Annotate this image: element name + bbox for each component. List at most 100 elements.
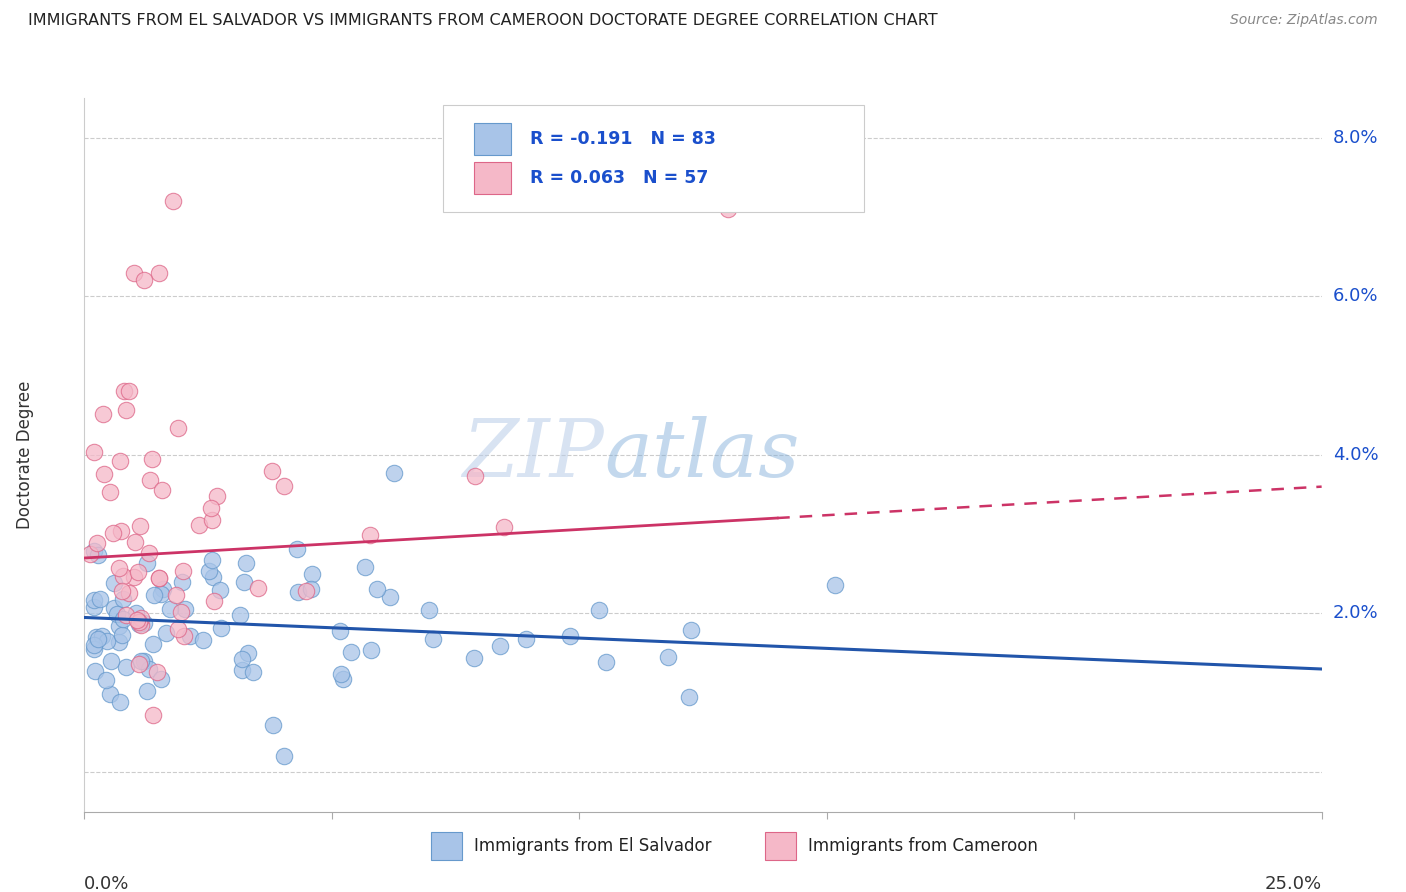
Point: [118, 384, 141, 399]
Point: [179, 629, 201, 643]
Text: 8.0%: 8.0%: [1333, 128, 1378, 147]
Point: [128, 657, 150, 672]
Point: [146, 665, 169, 679]
Point: [273, 748, 295, 763]
Point: [198, 565, 221, 579]
Point: [84, 630, 107, 644]
Point: [173, 630, 195, 644]
Point: [422, 632, 444, 646]
Text: 25.0%: 25.0%: [1264, 875, 1322, 892]
Point: [138, 546, 160, 560]
Point: [115, 608, 138, 623]
Point: [83, 642, 105, 657]
Point: [83, 664, 105, 678]
Text: ZIP: ZIP: [463, 417, 605, 493]
Point: [332, 672, 354, 686]
Point: [131, 617, 153, 632]
Text: Source: ZipAtlas.com: Source: ZipAtlas.com: [1230, 13, 1378, 28]
Point: [89, 592, 111, 607]
Point: [354, 559, 377, 574]
Point: [86, 632, 108, 647]
Point: [208, 583, 231, 598]
Point: [141, 637, 163, 651]
Point: [515, 632, 537, 646]
Point: [122, 570, 145, 584]
Point: [159, 601, 181, 615]
Bar: [765, 831, 796, 860]
Point: [273, 479, 295, 493]
Point: [681, 623, 703, 637]
Point: [83, 599, 105, 614]
Point: [209, 621, 232, 635]
Point: [132, 273, 155, 287]
Bar: [430, 831, 461, 860]
Point: [155, 626, 177, 640]
Point: [108, 618, 131, 632]
Point: [382, 467, 405, 481]
Point: [202, 594, 225, 608]
Point: [87, 548, 110, 562]
Point: [118, 586, 141, 600]
Text: atlas: atlas: [605, 417, 800, 493]
Point: [170, 605, 193, 619]
Point: [107, 561, 129, 575]
Point: [124, 535, 146, 549]
Point: [200, 552, 222, 566]
Point: [678, 690, 700, 704]
Point: [103, 601, 125, 615]
Point: [112, 384, 135, 399]
Point: [83, 593, 105, 607]
Bar: [474, 162, 512, 194]
Point: [717, 202, 740, 216]
Point: [103, 575, 125, 590]
Point: [162, 194, 184, 209]
Point: [301, 567, 323, 582]
Point: [136, 557, 159, 571]
Point: [463, 650, 485, 665]
Point: [100, 687, 122, 701]
Point: [167, 623, 190, 637]
Point: [287, 585, 309, 599]
Point: [238, 647, 260, 661]
Text: 6.0%: 6.0%: [1333, 287, 1378, 305]
Point: [148, 571, 170, 585]
Point: [231, 652, 253, 666]
Point: [128, 615, 150, 629]
Point: [329, 666, 352, 681]
Point: [138, 473, 160, 487]
Point: [824, 578, 846, 592]
Point: [202, 570, 225, 584]
Point: [173, 602, 195, 616]
Point: [148, 571, 170, 585]
Point: [339, 645, 361, 659]
Point: [122, 266, 145, 280]
Point: [260, 464, 283, 478]
Point: [93, 467, 115, 482]
Point: [94, 673, 117, 688]
Point: [150, 587, 173, 601]
Point: [360, 643, 382, 657]
Point: [108, 634, 131, 648]
Point: [657, 650, 679, 665]
Point: [83, 445, 105, 459]
Text: Immigrants from El Salvador: Immigrants from El Salvador: [474, 837, 711, 855]
Point: [285, 541, 308, 556]
Point: [235, 556, 257, 570]
Point: [83, 638, 105, 652]
Point: [595, 655, 617, 669]
Point: [492, 520, 515, 534]
Point: [127, 565, 149, 579]
Point: [111, 584, 134, 599]
Point: [114, 660, 136, 674]
Point: [129, 519, 152, 533]
Point: [131, 654, 153, 668]
Point: [148, 266, 170, 280]
Point: [129, 611, 152, 625]
Point: [588, 603, 610, 617]
Point: [295, 584, 318, 599]
Point: [205, 489, 228, 503]
Point: [79, 547, 101, 561]
Point: [464, 468, 486, 483]
Point: [150, 483, 173, 497]
Text: 4.0%: 4.0%: [1333, 446, 1378, 464]
